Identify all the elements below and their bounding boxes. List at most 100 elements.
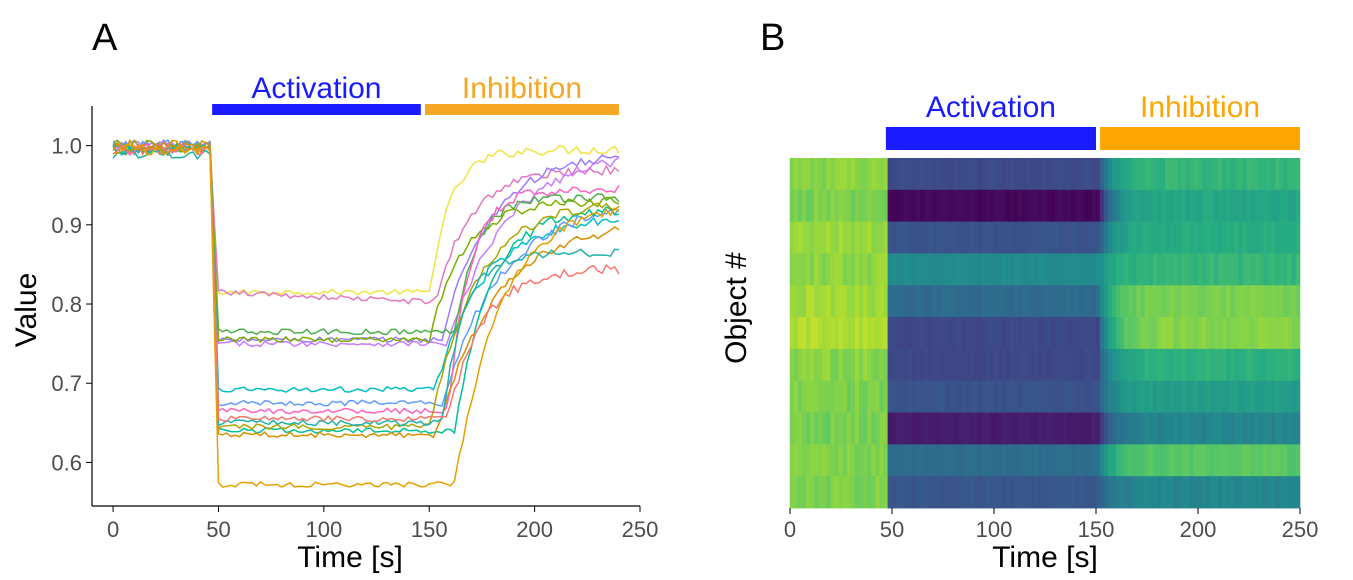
heatmap-cell [1132, 476, 1138, 509]
heatmap-cell [1262, 158, 1268, 191]
heatmap-cell [981, 380, 987, 413]
heatmap-cell [1063, 285, 1068, 318]
heatmap-cell [1230, 476, 1236, 509]
heatmap-cell [997, 221, 1003, 254]
heatmap-cell [1046, 158, 1052, 191]
panel-a-y-axis-title: Value [10, 273, 43, 348]
heatmap-cell [1136, 380, 1142, 413]
heatmap-cell [1254, 285, 1260, 318]
heatmap-cell [1014, 221, 1019, 254]
heatmap-cell [875, 412, 881, 445]
heatmap-cell [834, 412, 840, 445]
heatmap-cell [1193, 221, 1199, 254]
series-line-6 [112, 138, 620, 344]
heatmap-cell [1262, 348, 1268, 382]
heatmap-cell [1201, 285, 1207, 318]
heatmap-cell [1144, 189, 1150, 223]
heatmap-cell [1018, 380, 1023, 413]
heatmap-cell [956, 221, 962, 254]
heatmap-cell [1271, 189, 1276, 223]
heatmap-cell [944, 380, 950, 413]
heatmap-cell [814, 380, 819, 413]
heatmap-cell [859, 317, 864, 350]
heatmap-cell [1250, 444, 1256, 477]
heatmap-cell [822, 158, 828, 191]
heatmap-cell [969, 380, 974, 413]
heatmap-cell [1165, 221, 1170, 254]
heatmap-cell [1087, 476, 1093, 509]
heatmap-cell [1234, 221, 1240, 254]
heatmap-cell [1279, 317, 1284, 350]
heatmap-cell [920, 348, 925, 382]
heatmap-cell [814, 317, 819, 350]
heatmap-cell [875, 476, 881, 509]
heatmap-cell [1279, 285, 1284, 318]
heatmap-cell [1099, 285, 1105, 318]
heatmap-cell [944, 317, 950, 350]
heatmap-cell [883, 285, 889, 318]
heatmap-cell [1152, 380, 1158, 413]
heatmap-cell [969, 348, 974, 382]
heatmap-cell [940, 253, 946, 286]
heatmap-cell [826, 285, 832, 318]
heatmap-cell [1226, 253, 1231, 286]
heatmap-cell [1087, 412, 1093, 445]
heatmap-cell [985, 317, 991, 350]
heatmap-cell [944, 348, 950, 382]
panel-a-phase-bars: Activation Inhibition [212, 72, 619, 115]
heatmap-cell [1128, 476, 1134, 509]
heatmap-cell [1022, 253, 1027, 286]
heatmap-cell [1091, 253, 1097, 286]
heatmap-cell [932, 221, 938, 254]
heatmap-cell [875, 380, 881, 413]
heatmap-cell [822, 317, 828, 350]
heatmap-cell [883, 158, 889, 191]
heatmap-cell [1087, 189, 1093, 223]
heatmap-cell [1001, 412, 1007, 445]
heatmap-cell [1107, 189, 1113, 223]
heatmap-cell [1258, 348, 1264, 382]
heatmap-cell [1279, 221, 1284, 254]
heatmap-cell [1295, 158, 1301, 191]
heatmap-cell [1026, 444, 1032, 477]
heatmap-cell [1205, 476, 1211, 509]
heatmap-cell [1087, 253, 1093, 286]
heatmap-cell [1283, 412, 1289, 445]
heatmap-cell [1022, 444, 1027, 477]
heatmap-cell [1038, 348, 1044, 382]
heatmap-cell [1267, 317, 1272, 350]
heatmap-cell [793, 444, 799, 477]
heatmap-cell [1262, 380, 1268, 413]
heatmap-cell [854, 380, 860, 413]
heatmap-cell [842, 476, 848, 509]
heatmap-cell [1046, 253, 1052, 286]
heatmap-cell [1079, 285, 1085, 318]
series-line-2 [112, 142, 620, 305]
heatmap-cell [965, 285, 970, 318]
heatmap-cell [924, 317, 930, 350]
heatmap-cell [797, 285, 803, 318]
heatmap-cell [850, 348, 856, 382]
heatmap-cell [1140, 348, 1146, 382]
heatmap-cell [1042, 221, 1048, 254]
heatmap-cell [1124, 158, 1129, 191]
heatmap-cell [842, 444, 848, 477]
heatmap-cell [1087, 380, 1093, 413]
heatmap-cell [977, 380, 983, 413]
heatmap-cell [1197, 476, 1203, 509]
heatmap-cell [1197, 189, 1203, 223]
heatmap-cell [1214, 253, 1219, 286]
heatmap-cell [1099, 221, 1105, 254]
heatmap-cell [1173, 444, 1178, 477]
heatmap-cell [895, 476, 901, 509]
heatmap-cell [1197, 158, 1203, 191]
heatmap-cell [899, 221, 905, 254]
heatmap-cell [1050, 158, 1056, 191]
heatmap-cell [1238, 253, 1244, 286]
heatmap-cell [1218, 412, 1223, 445]
heatmap-cell [1291, 380, 1297, 413]
heatmap-cell [1067, 317, 1072, 350]
heatmap-cell [846, 189, 852, 223]
heatmap-cell [822, 221, 828, 254]
heatmap-cell [842, 348, 848, 382]
